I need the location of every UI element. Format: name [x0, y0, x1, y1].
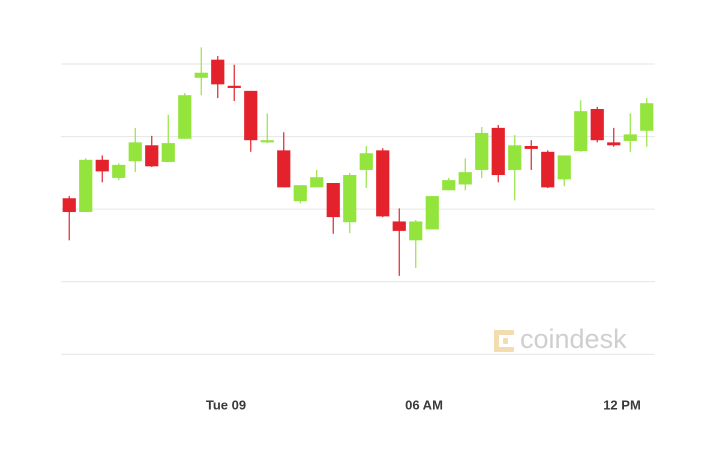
candle-body: [458, 172, 472, 185]
x-tick-label: Tue 09: [206, 397, 246, 412]
candle-body: [128, 142, 142, 162]
candle-body: [178, 95, 192, 139]
candle-body: [524, 146, 538, 149]
candle-body: [590, 109, 604, 141]
candle-body: [244, 90, 258, 141]
x-tick-label: 06 AM: [405, 397, 443, 412]
candle-body: [623, 134, 637, 141]
candle-body: [574, 111, 588, 152]
candle-body: [359, 153, 373, 170]
candle-body: [227, 85, 241, 88]
candle-body: [442, 180, 456, 191]
candle-body: [343, 175, 357, 223]
candle-body: [161, 143, 175, 162]
candle-body: [607, 142, 621, 146]
candle-body: [557, 155, 571, 180]
candle-body: [79, 159, 93, 213]
plot: Tue 09 06 AM 12 PM: [61, 47, 655, 412]
candle-body: [392, 221, 406, 231]
candle-body: [640, 103, 654, 131]
candle-body: [95, 159, 109, 172]
watermark-logo: [494, 330, 514, 352]
candle-body: [508, 145, 522, 170]
x-tick-label: 12 PM: [603, 397, 641, 412]
candle-body: [194, 72, 208, 78]
candle-body: [211, 59, 225, 85]
candle-body: [425, 196, 439, 230]
candle-body: [409, 221, 423, 241]
candle-body: [112, 164, 126, 178]
candle-body: [541, 151, 555, 188]
candle-body: [475, 132, 489, 170]
candle-body: [260, 140, 274, 143]
candle-body: [376, 150, 390, 217]
watermark: coindesk: [520, 324, 627, 354]
candle-body: [62, 198, 76, 213]
candle-body: [293, 185, 307, 202]
candle-body: [145, 145, 159, 167]
candle-body: [326, 183, 340, 218]
candle-body: [310, 177, 324, 188]
candle-body: [277, 150, 291, 188]
candle-body: [491, 127, 505, 176]
